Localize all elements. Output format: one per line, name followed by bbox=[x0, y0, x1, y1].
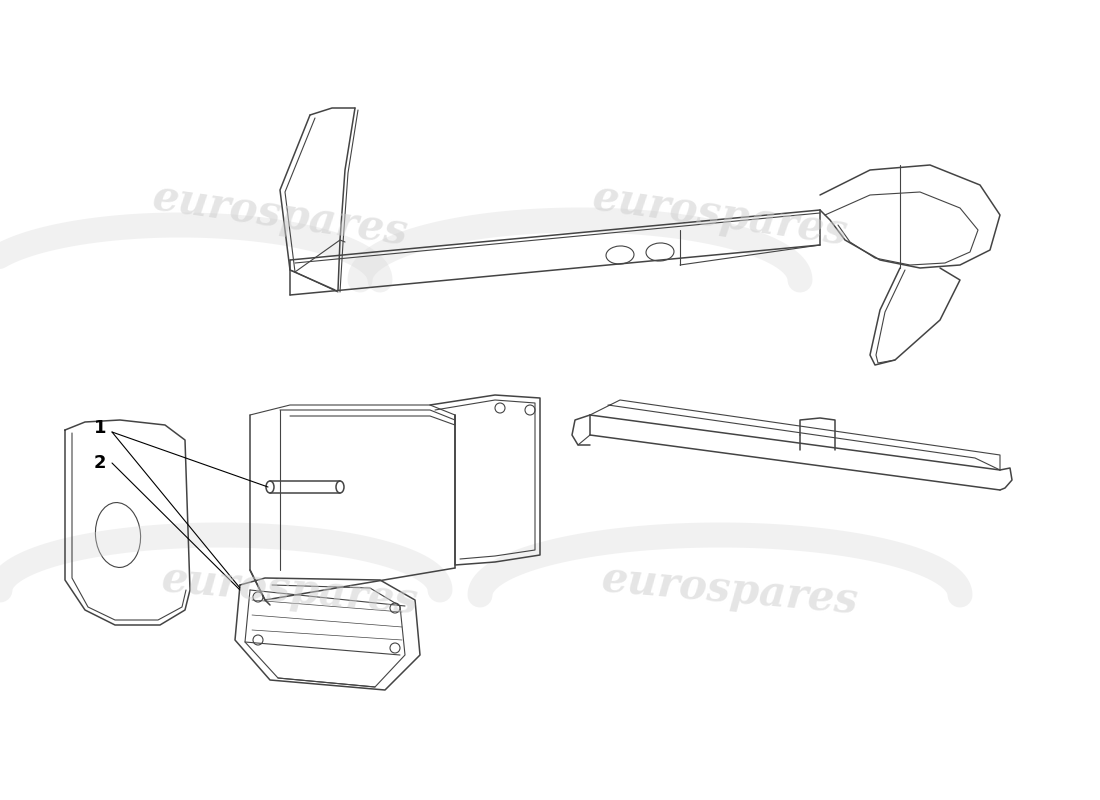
Text: eurospares: eurospares bbox=[600, 558, 860, 622]
Text: 1: 1 bbox=[94, 419, 107, 437]
Text: eurospares: eurospares bbox=[160, 558, 420, 622]
Ellipse shape bbox=[336, 481, 344, 493]
Text: eurospares: eurospares bbox=[150, 176, 410, 254]
Text: 2: 2 bbox=[94, 454, 107, 472]
Ellipse shape bbox=[266, 481, 274, 493]
Text: eurospares: eurospares bbox=[590, 176, 850, 254]
